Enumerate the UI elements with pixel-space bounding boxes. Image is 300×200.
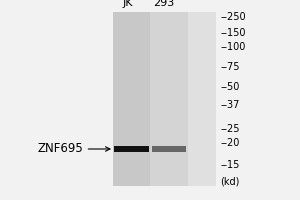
Text: ZNF695: ZNF695 bbox=[37, 142, 83, 156]
FancyBboxPatch shape bbox=[114, 146, 148, 152]
FancyBboxPatch shape bbox=[112, 12, 150, 186]
Text: JK: JK bbox=[122, 0, 133, 8]
Text: --20: --20 bbox=[220, 138, 240, 148]
Text: --50: --50 bbox=[220, 82, 240, 92]
Text: 293: 293 bbox=[153, 0, 174, 8]
Text: --25: --25 bbox=[220, 124, 240, 134]
Text: --100: --100 bbox=[220, 42, 246, 52]
Text: --15: --15 bbox=[220, 160, 240, 170]
FancyBboxPatch shape bbox=[188, 12, 216, 186]
FancyBboxPatch shape bbox=[152, 146, 186, 152]
Text: --150: --150 bbox=[220, 28, 246, 38]
Text: --37: --37 bbox=[220, 100, 240, 110]
Text: --250: --250 bbox=[220, 12, 246, 22]
FancyBboxPatch shape bbox=[150, 12, 188, 186]
Text: (kd): (kd) bbox=[220, 176, 240, 186]
Text: --75: --75 bbox=[220, 62, 240, 72]
